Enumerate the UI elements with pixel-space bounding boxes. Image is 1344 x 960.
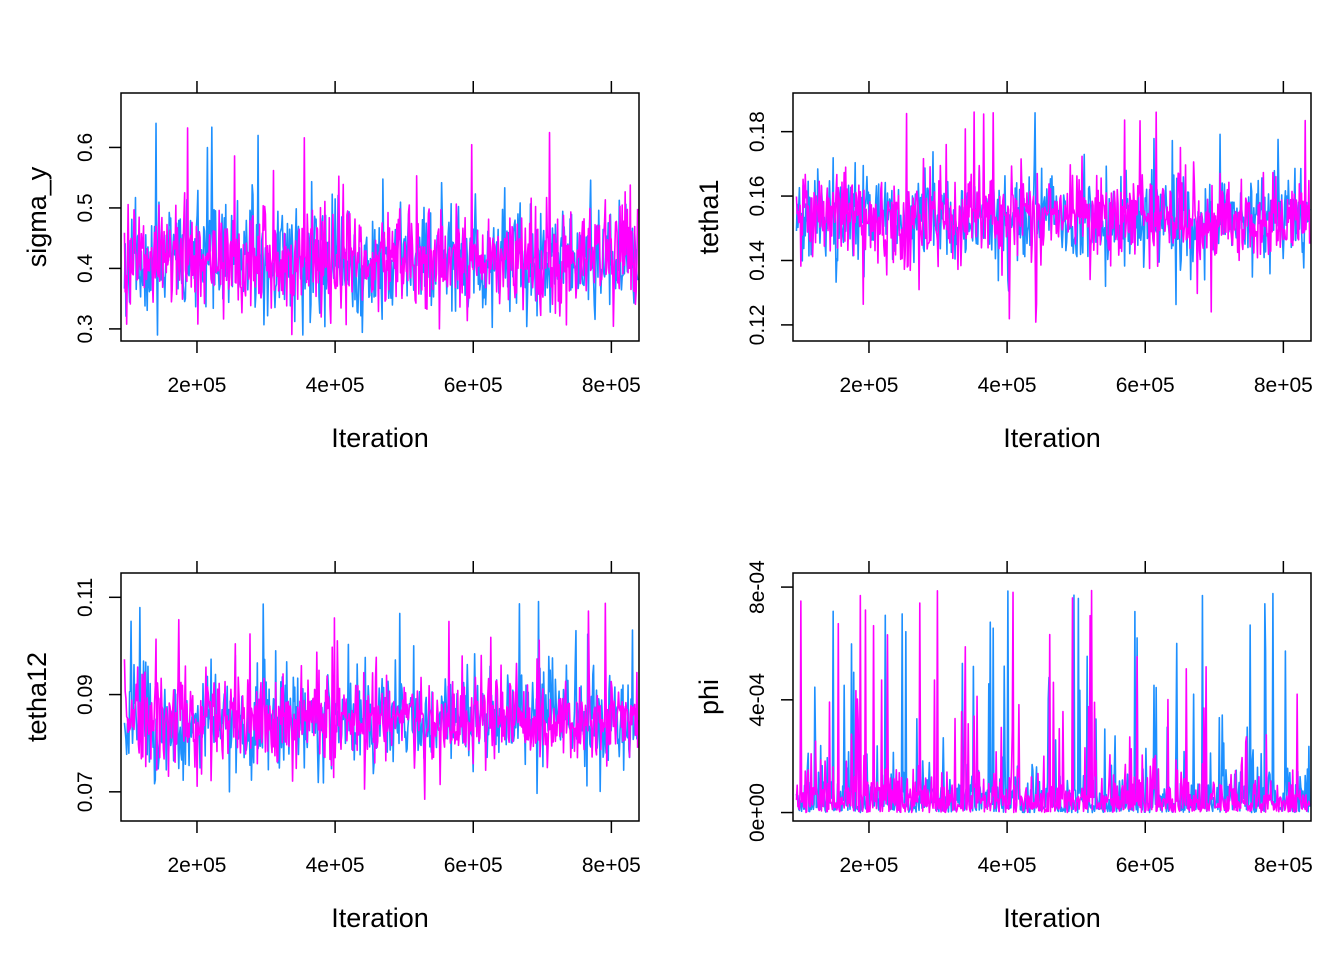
series-line-2 (123, 602, 639, 801)
y-axis-title: tetha1 (694, 179, 724, 254)
x-tick-label: 2e+05 (167, 854, 226, 877)
y-tick-label: 0.11 (74, 578, 97, 617)
x-tick-label: 8e+05 (582, 374, 641, 397)
x-tick-label: 2e+05 (839, 374, 898, 397)
x-tick-label: 6e+05 (1116, 374, 1175, 397)
plot-frame (792, 92, 1312, 342)
y-tick-label: 8e-04 (746, 560, 769, 614)
series-line-2 (123, 127, 639, 336)
y-tick-label: 0.18 (746, 111, 769, 152)
panel-2: 2e+05 4e+05 6e+05 8e+05 0.12 0.14 0.16 0.18 Iter… (694, 81, 1313, 453)
series-line-2 (795, 589, 1311, 814)
x-tick-label: 4e+05 (978, 374, 1037, 397)
x-tick-label: 4e+05 (978, 854, 1037, 877)
y-tick-label: 0e+00 (746, 783, 769, 842)
y-tick-label: 0.5 (74, 193, 97, 222)
x-tick-label: 8e+05 (1254, 854, 1313, 877)
y-tick-label: 0.12 (746, 304, 769, 345)
y-tick-label: 0.3 (74, 314, 97, 343)
x-tick-label: 6e+05 (444, 374, 503, 397)
y-tick-label: 4e-04 (746, 673, 769, 727)
x-tick-label: 2e+05 (167, 374, 226, 397)
y-axis-title: sigma_y (22, 166, 52, 267)
x-tick-label: 2e+05 (839, 854, 898, 877)
plot-frame (120, 92, 640, 342)
x-axis-title: Iteration (331, 903, 429, 933)
plot-frame (792, 572, 1312, 822)
series-line-2 (795, 111, 1311, 323)
x-axis-title: Iteration (1003, 423, 1101, 453)
panel-1: 2e+05 4e+05 6e+05 8e+05 0.3 0.4 0.5 0.6 Iteratio… (22, 81, 641, 453)
y-tick-label: 0.07 (74, 771, 97, 812)
y-axis-title: phi (694, 679, 724, 715)
y-tick-label: 0.6 (74, 133, 97, 162)
y-tick-label: 0.14 (746, 240, 769, 281)
y-tick-label: 0.16 (746, 176, 769, 217)
x-tick-label: 6e+05 (444, 854, 503, 877)
x-tick-label: 8e+05 (1254, 374, 1313, 397)
y-axis-title: tetha12 (22, 652, 52, 742)
x-tick-label: 8e+05 (582, 854, 641, 877)
x-tick-label: 4e+05 (306, 854, 365, 877)
y-tick-label: 0.4 (74, 254, 97, 284)
y-tick-label: 0.09 (74, 674, 97, 715)
x-axis-title: Iteration (1003, 903, 1101, 933)
plot-frame (120, 572, 640, 822)
x-axis-title: Iteration (331, 423, 429, 453)
x-tick-label: 6e+05 (1116, 854, 1175, 877)
x-tick-label: 4e+05 (306, 374, 365, 397)
panel-3: 2e+05 4e+05 6e+05 8e+05 0.07 0.09 0.11 Iteratio… (22, 561, 641, 933)
panel-4: 2e+05 4e+05 6e+05 8e+05 0e+00 4e-04 8e-04 Itera… (694, 560, 1313, 933)
